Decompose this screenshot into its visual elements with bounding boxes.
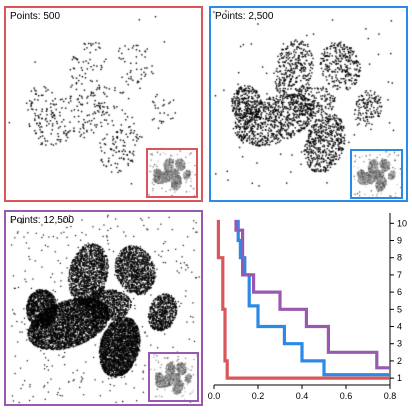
- thumbnail-image-500: [148, 150, 196, 196]
- y-tick-label: 8: [397, 253, 402, 263]
- scatter-panel-500: Points: 500: [4, 6, 203, 202]
- x-tick-label: 0.4: [296, 391, 309, 401]
- series-line-3: [234, 219, 390, 370]
- x-tick-label: 0.8: [384, 391, 397, 401]
- y-tick-label: 5: [397, 304, 402, 314]
- series-line-2: [236, 219, 390, 377]
- panel-label-2500: Points: 2,500: [215, 11, 274, 22]
- thumbnail-inset-500: [146, 148, 198, 198]
- thumbnail-image-2500: [352, 151, 401, 197]
- x-tick-label: 0.0: [208, 391, 221, 401]
- y-tick-label: 9: [397, 236, 402, 246]
- y-tick-label: 10: [397, 218, 407, 228]
- thumbnail-inset-12500: [148, 352, 199, 402]
- thumbnail-inset-2500: [350, 149, 403, 199]
- chart-series-layer: [216, 219, 390, 380]
- panel-label-12500: Points: 12,500: [10, 215, 74, 226]
- chart-axes: 0.0 0.2 0.4 0.6 0.81 2 3 4 5 6 7 8 9 10: [208, 213, 407, 401]
- scatter-panel-2500: Points: 2,500: [209, 6, 408, 202]
- scatter-panel-12500: Points: 12,500: [4, 210, 203, 406]
- y-tick-label: 4: [397, 322, 402, 332]
- panel-label-500: Points: 500: [10, 11, 61, 22]
- thumbnail-image-12500: [150, 354, 197, 400]
- y-tick-label: 1: [397, 373, 402, 383]
- y-tick-label: 7: [397, 270, 402, 280]
- series-line-1: [216, 219, 390, 380]
- y-tick-label: 3: [397, 339, 402, 349]
- y-tick-label: 2: [397, 356, 402, 366]
- x-tick-label: 0.2: [252, 391, 265, 401]
- x-tick-label: 0.6: [340, 391, 353, 401]
- y-tick-label: 6: [397, 287, 402, 297]
